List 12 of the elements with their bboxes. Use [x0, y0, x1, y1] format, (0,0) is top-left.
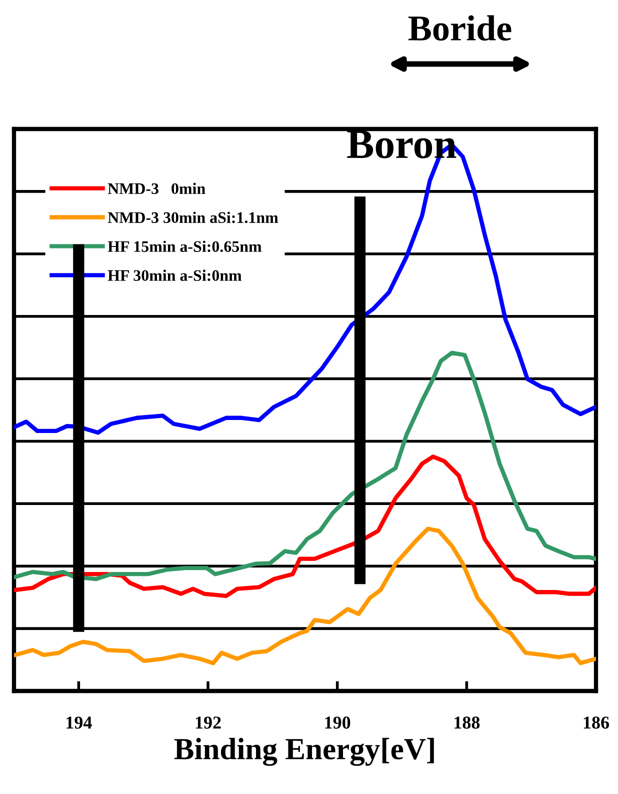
x-tick-label: 188 [454, 716, 480, 729]
x-tick-label: 192 [196, 716, 221, 729]
x-axis-title: Binding Energy[eV] [174, 738, 434, 766]
legend-label: HF 15min a-Si:0.65nm [108, 240, 262, 252]
text: Boride [408, 15, 512, 41]
legend-label: HF 30min a-Si:0nm [108, 270, 242, 281]
legend-label: NMD-3 0min [108, 182, 206, 194]
ref-line-label: Boron [347, 130, 456, 158]
legend-label: NMD-3 30min aSi:1.1nm [108, 212, 278, 224]
x-tick-label: 194 [66, 716, 92, 729]
x-tick-label: 186 [584, 716, 610, 729]
x-tick-label: 190 [325, 716, 350, 729]
